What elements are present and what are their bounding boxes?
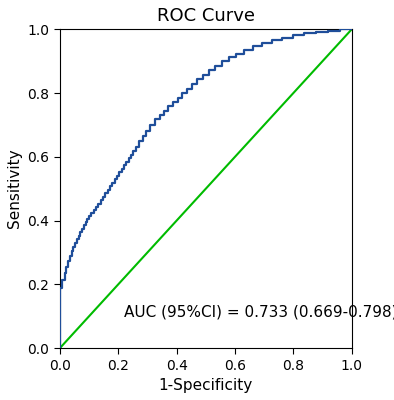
Y-axis label: Sensitivity: Sensitivity bbox=[7, 149, 22, 228]
Text: AUC (95%CI) = 0.733 (0.669-0.798): AUC (95%CI) = 0.733 (0.669-0.798) bbox=[124, 304, 394, 319]
Title: ROC Curve: ROC Curve bbox=[157, 7, 255, 25]
X-axis label: 1-Specificity: 1-Specificity bbox=[159, 378, 253, 393]
